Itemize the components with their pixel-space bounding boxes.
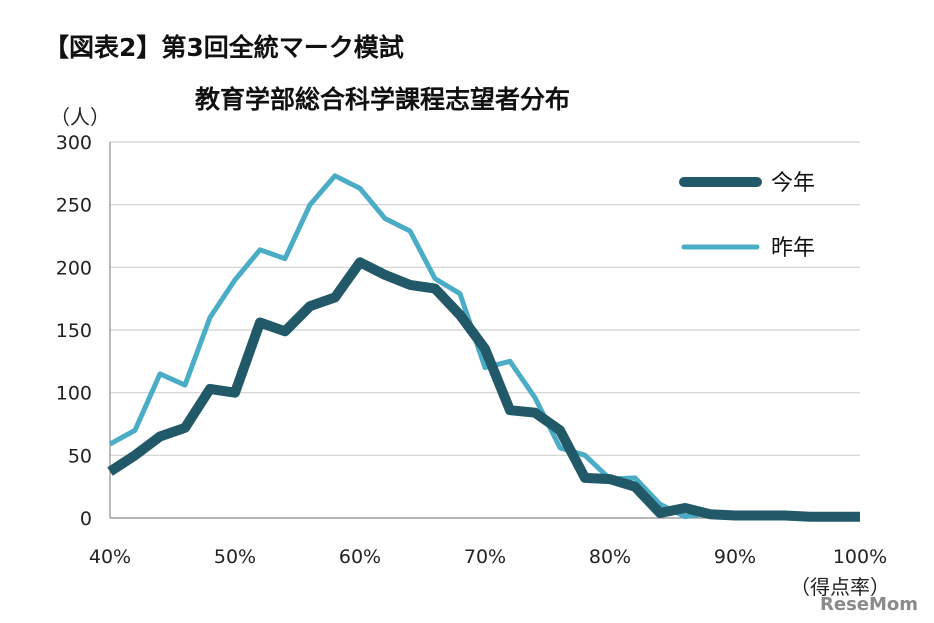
- x-tick-label: 40%: [89, 546, 131, 568]
- x-tick-label: 70%: [464, 546, 506, 568]
- y-tick-label: 200: [56, 257, 92, 279]
- y-axis-label: （人）: [50, 105, 110, 129]
- y-tick-label: 300: [56, 132, 92, 154]
- y-tick-label: 150: [56, 320, 92, 342]
- x-axis-label: （得点率）: [790, 575, 890, 599]
- legend-label-last-year: 昨年: [771, 236, 815, 261]
- chart-title-line-1: 【図表2】第3回全統マーク模試: [44, 33, 404, 62]
- y-tick-label: 0: [80, 508, 92, 530]
- y-tick-label: 250: [56, 195, 92, 217]
- x-tick-label: 90%: [714, 546, 756, 568]
- y-tick-label: 50: [68, 445, 92, 467]
- x-tick-label: 80%: [589, 546, 631, 568]
- x-tick-label: 50%: [214, 546, 256, 568]
- resemom-watermark: ReseMom: [820, 594, 918, 615]
- x-tick-label: 100%: [833, 546, 887, 568]
- x-tick-label: 60%: [339, 546, 381, 568]
- legend-label-this-year: 今年: [771, 171, 815, 196]
- legend: 今年 昨年: [679, 171, 815, 261]
- series-line-this-year: [107, 257, 860, 522]
- y-tick-label: 100: [56, 383, 92, 405]
- chart-title-line-2: 教育学部総合科学課程志望者分布: [195, 85, 571, 114]
